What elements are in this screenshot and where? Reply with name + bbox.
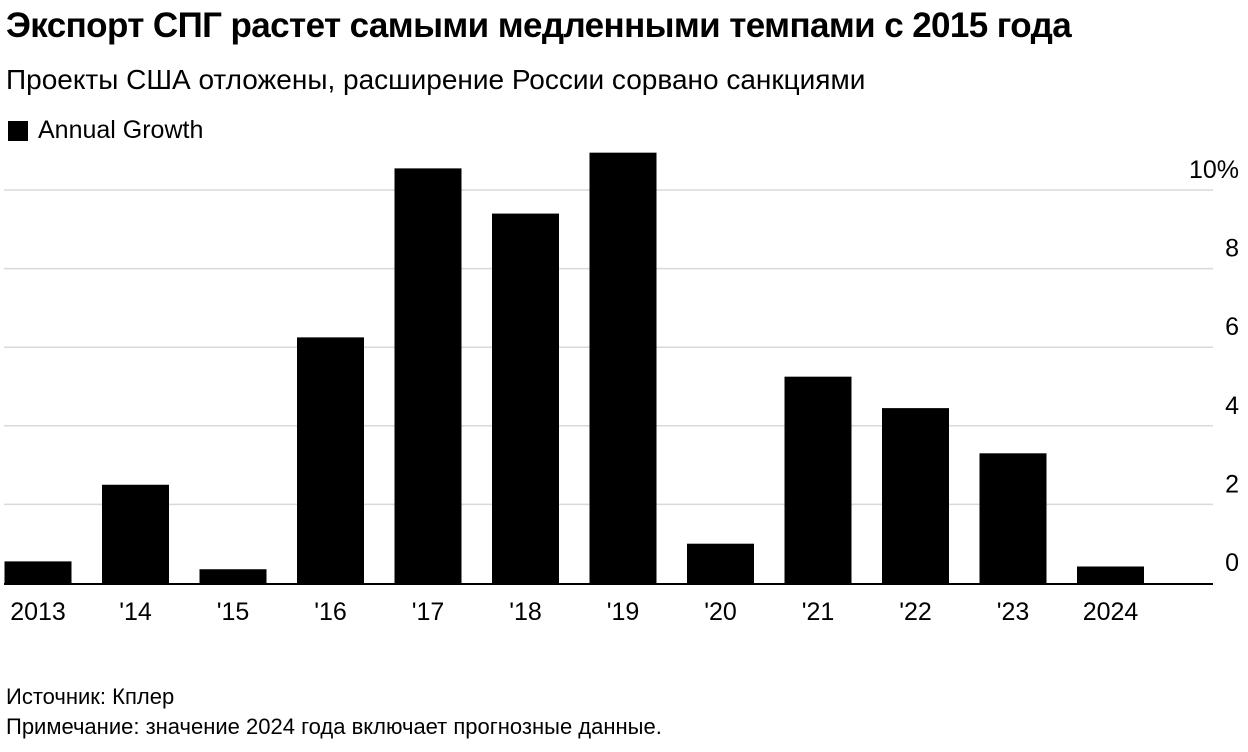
x-axis-ticks: 2013 '14 '15 '16 '17 '18 '19 '20 '21 '22 '23 2024 [10,598,1138,626]
chart-title: Экспорт СПГ растет самыми медленными тем… [6,6,1072,45]
bar [394,168,462,583]
x-tick-label: '15 [217,598,250,626]
bar [1077,566,1144,583]
y-tick-label: 0 [1225,549,1239,577]
bars [4,152,1144,584]
x-tick-label: '18 [509,598,542,626]
bar [979,453,1047,583]
x-tick-label: '14 [119,598,152,626]
y-tick-label: 8 [1225,235,1239,263]
bar [4,561,72,583]
bar [784,376,852,583]
chart-subtitle: Проекты США отложены, расширение России … [6,64,866,95]
bar [687,543,754,583]
x-tick-label: 2024 [1083,598,1139,626]
y-tick-label: 4 [1225,392,1239,420]
x-tick-label: '22 [899,598,932,626]
x-tick-label: '16 [314,598,347,626]
x-tick-label: '19 [607,598,640,626]
x-tick-label: '17 [412,598,445,626]
bar-chart: 0 2 4 6 8 10% 2013 '14 '15 '16 '17 '18 '19 '20 '21 '22… [4,152,1239,626]
bar [297,337,364,583]
legend-swatch [8,120,28,141]
x-tick-label: '20 [704,598,737,626]
y-tick-label: 10% [1189,156,1239,184]
footnote: Примечание: значение 2024 года включает … [6,714,662,739]
x-tick-label: '23 [997,598,1030,626]
legend-label: Annual Growth [38,116,204,144]
bar [882,408,949,583]
x-tick-label: 2013 [10,598,66,626]
bar [199,569,267,583]
y-tick-label: 2 [1225,470,1239,498]
legend: Annual Growth [8,116,203,145]
source-note: Источник: Кплер [6,684,175,709]
x-tick-label: '21 [802,598,835,626]
bar [102,484,169,583]
y-tick-label: 6 [1225,313,1239,341]
bar [492,213,559,583]
bar [589,152,657,584]
y-axis-ticks: 0 2 4 6 8 10% [1189,156,1239,577]
